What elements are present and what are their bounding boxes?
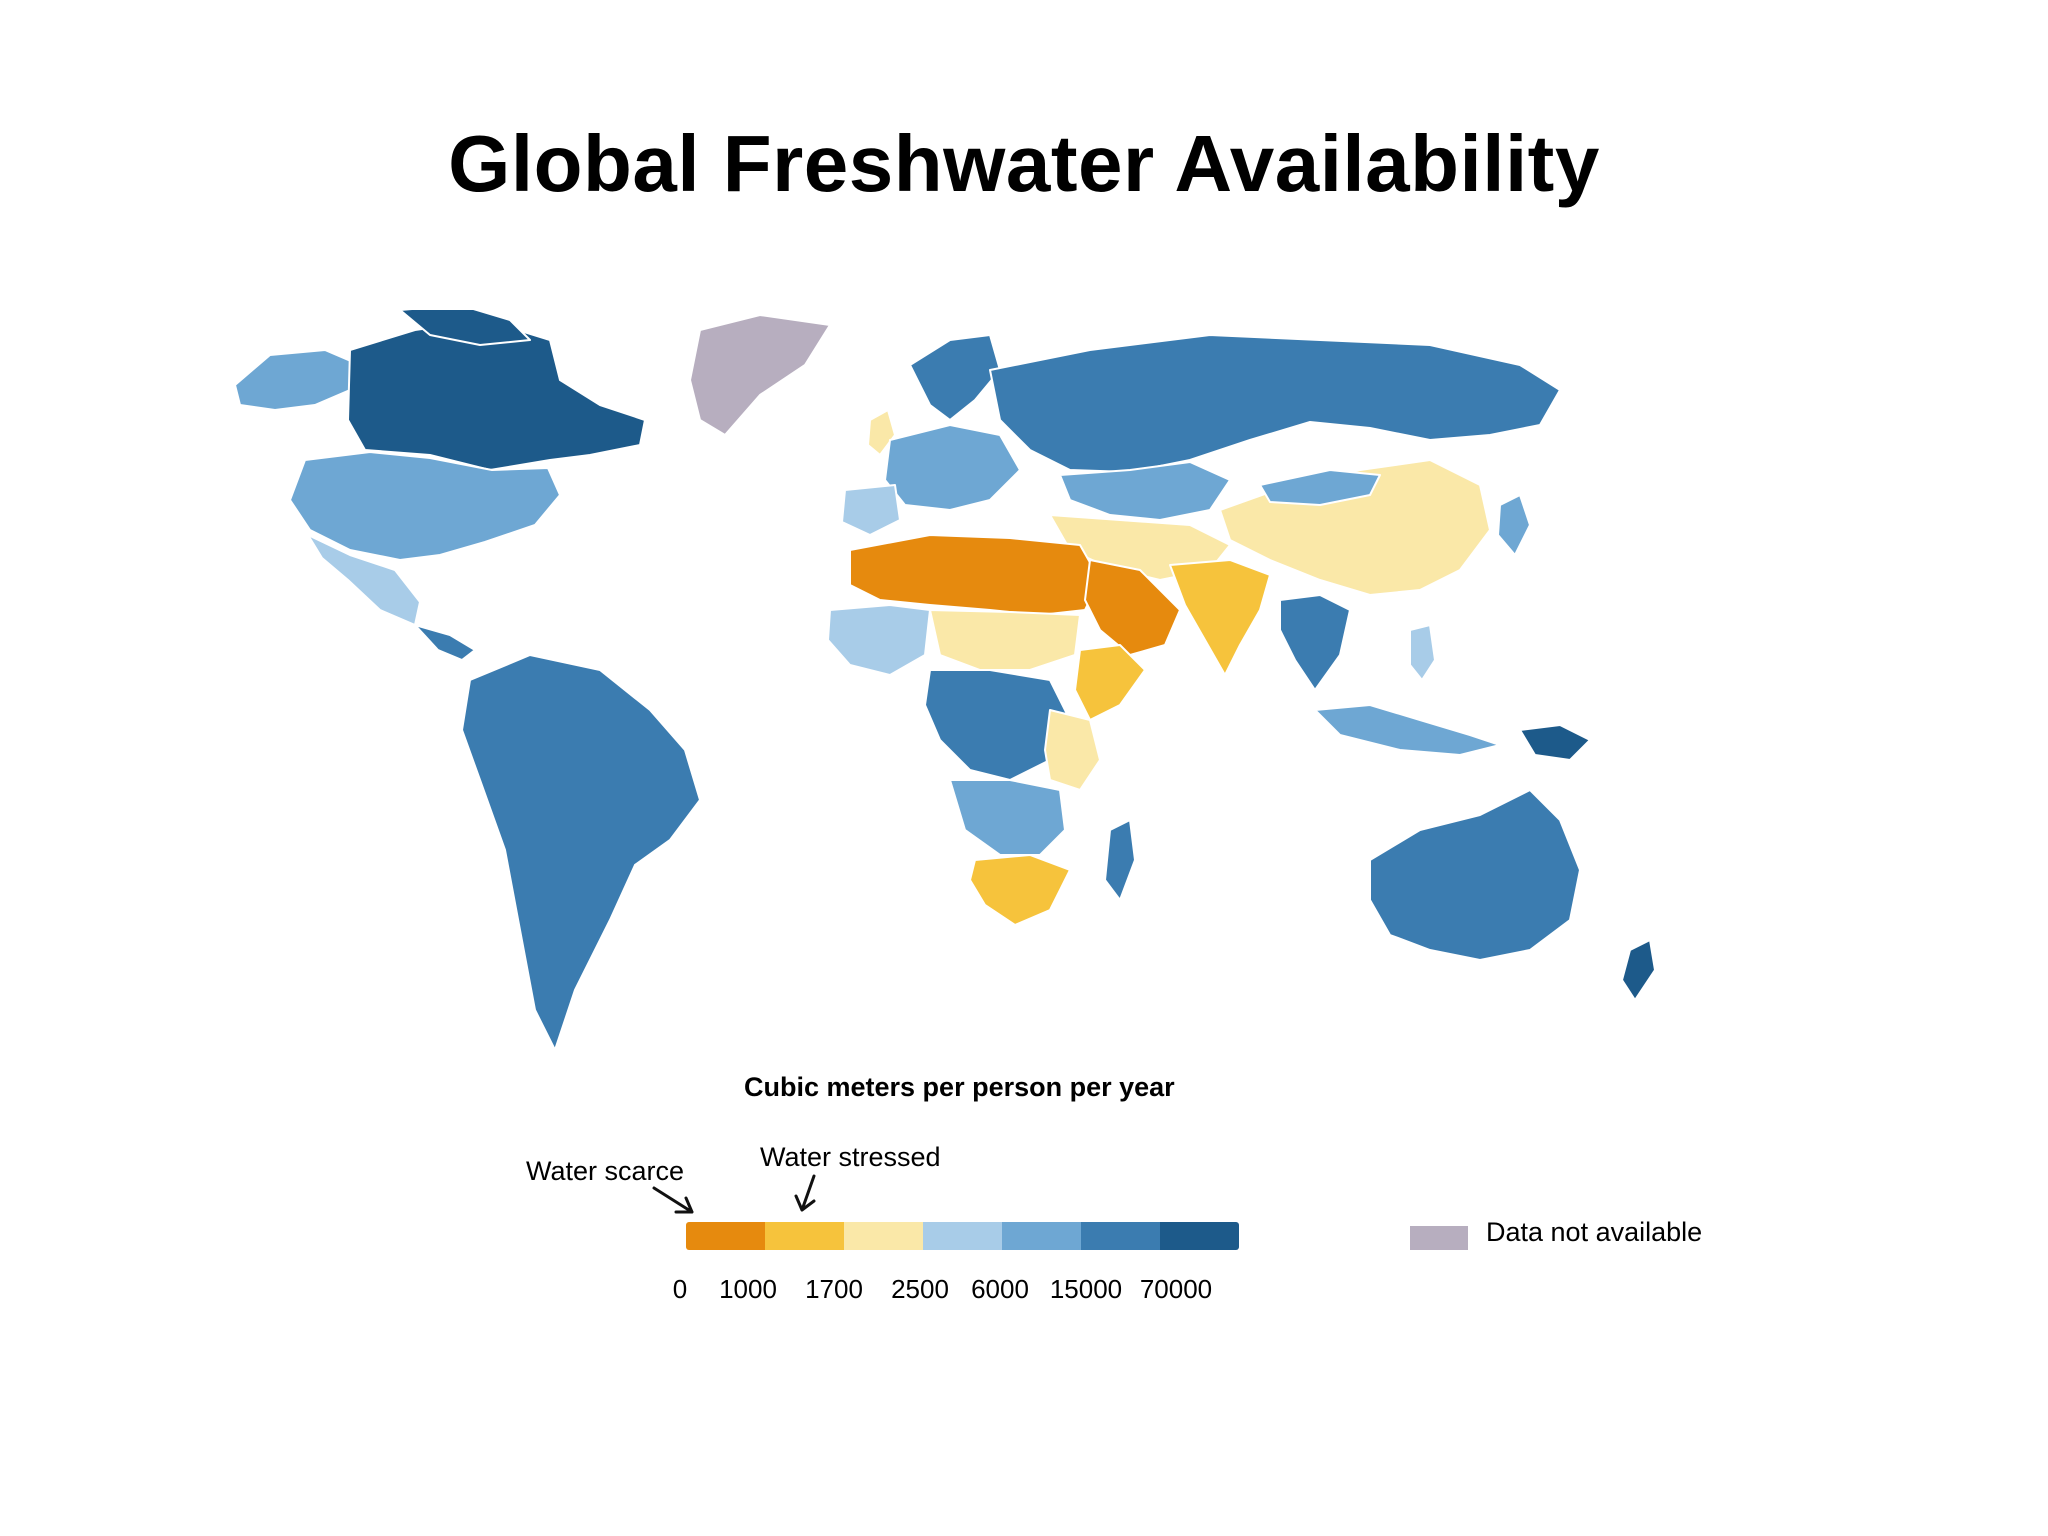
legend-swatch-4 bbox=[1002, 1222, 1081, 1250]
water-stressed-arrow-icon bbox=[794, 1174, 816, 1212]
legend-swatch-0 bbox=[686, 1222, 765, 1250]
region-japan-korea bbox=[1497, 494, 1531, 556]
region-west-africa bbox=[827, 604, 931, 676]
region-usa bbox=[289, 451, 561, 561]
region-australia bbox=[1369, 789, 1581, 961]
region-south-america bbox=[461, 654, 701, 1051]
region-new-zealand bbox=[1621, 939, 1656, 1001]
region-southeast-asia bbox=[1279, 594, 1351, 691]
water-scarce-arrow-icon bbox=[652, 1186, 694, 1214]
region-sahel bbox=[929, 609, 1081, 671]
legend-swatch-6 bbox=[1160, 1222, 1239, 1250]
region-east-africa bbox=[1044, 709, 1101, 791]
region-southern-africa bbox=[949, 779, 1066, 856]
no-data-swatch bbox=[1410, 1226, 1468, 1250]
region-greenland bbox=[689, 314, 831, 436]
legend-tick-label: 1700 bbox=[805, 1274, 863, 1304]
region-russia bbox=[989, 334, 1561, 473]
water-stressed-label: Water stressed bbox=[760, 1142, 941, 1172]
region-uk bbox=[867, 409, 896, 456]
legend-tick-label: 15000 bbox=[1049, 1274, 1123, 1304]
page-title: Global Freshwater Availability bbox=[448, 119, 1600, 208]
region-scandinavia bbox=[909, 334, 1001, 421]
world-map bbox=[234, 310, 1656, 1051]
region-horn-of-africa bbox=[1074, 644, 1146, 721]
region-arctic-islands bbox=[399, 310, 531, 346]
legend-swatch-1 bbox=[765, 1222, 844, 1250]
legend-scale-bar bbox=[686, 1222, 1239, 1250]
legend-tick-label: 0 bbox=[672, 1274, 688, 1304]
legend-tick-label: 70000 bbox=[1139, 1274, 1213, 1304]
region-indonesia bbox=[1314, 704, 1501, 756]
region-central-america bbox=[414, 624, 476, 661]
legend-swatch-2 bbox=[844, 1222, 923, 1250]
legend-title: Cubic meters per person per year bbox=[744, 1072, 1175, 1102]
no-data-label: Data not available bbox=[1486, 1217, 1703, 1247]
region-mongolia bbox=[1259, 469, 1381, 506]
region-western-europe bbox=[884, 424, 1021, 511]
region-india bbox=[1169, 559, 1271, 676]
legend-tick-label: 6000 bbox=[971, 1274, 1029, 1304]
region-south-africa bbox=[969, 854, 1071, 926]
region-philippines bbox=[1409, 624, 1436, 681]
region-new-guinea bbox=[1519, 724, 1591, 761]
region-madagascar bbox=[1104, 819, 1136, 901]
legend-swatch-5 bbox=[1081, 1222, 1160, 1250]
region-alaska bbox=[234, 349, 361, 411]
region-north-africa bbox=[849, 534, 1101, 616]
region-iberia bbox=[841, 484, 901, 536]
legend-tick-label: 2500 bbox=[891, 1274, 949, 1304]
region-kazakhstan bbox=[1059, 461, 1231, 521]
region-arabian-peninsula bbox=[1084, 559, 1181, 656]
legend-tick-label: 1000 bbox=[719, 1274, 777, 1304]
water-scarce-label: Water scarce bbox=[526, 1156, 685, 1186]
region-central-africa bbox=[924, 669, 1071, 781]
legend-swatch-3 bbox=[923, 1222, 1002, 1250]
